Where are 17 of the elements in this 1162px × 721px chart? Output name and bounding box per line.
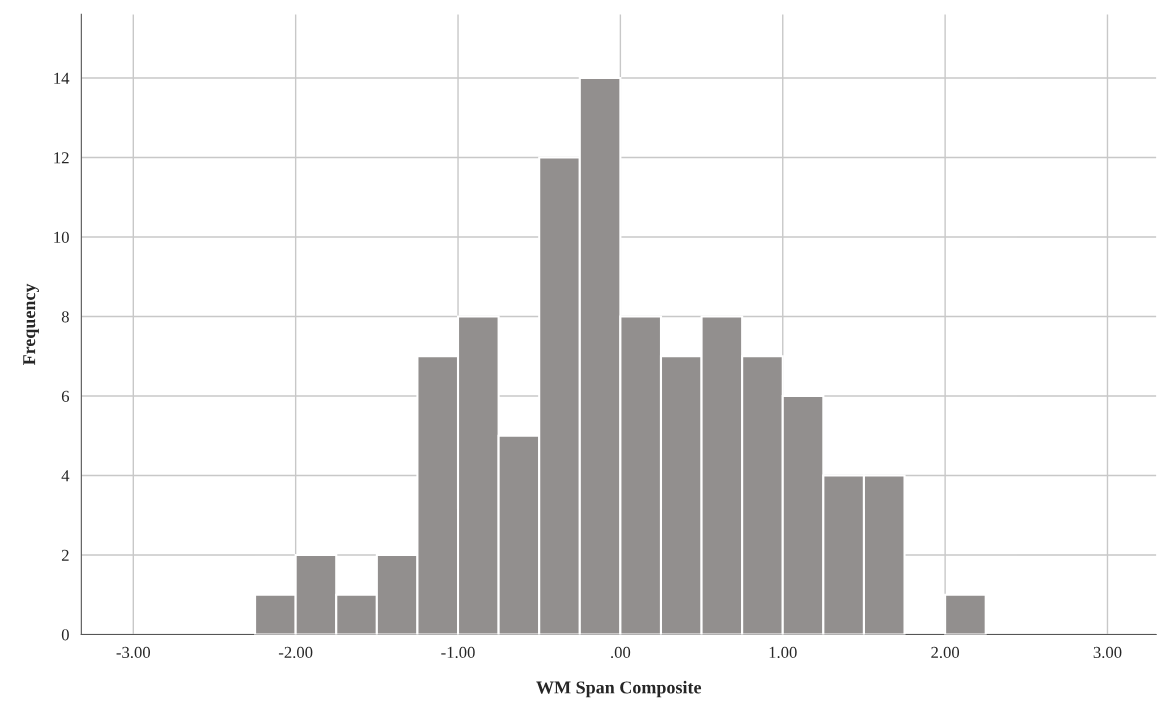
y-tick-label: 2 <box>61 549 69 561</box>
x-tick-label: -3.00 <box>116 646 151 659</box>
x-tick-label: 1.00 <box>769 646 797 659</box>
y-tick-label: 6 <box>61 390 70 402</box>
x-tick-label: -1.00 <box>441 646 475 659</box>
y-tick-label: 4 <box>61 470 70 482</box>
y-tick-label: 12 <box>54 152 69 164</box>
x-tick-label: 2.00 <box>931 646 960 659</box>
y-axis-title: Frequency <box>23 283 39 366</box>
y-tick-label: 0 <box>61 629 69 641</box>
x-tick-label: 3.00 <box>1093 646 1122 659</box>
y-tick-label: 8 <box>61 311 69 323</box>
x-tick-label: -2.00 <box>278 646 313 659</box>
x-tick-label: .00 <box>611 646 631 659</box>
y-tick-label: 14 <box>54 72 70 84</box>
x-axis-title: WM Span Composite <box>536 680 702 698</box>
y-tick-label: 10 <box>54 231 69 243</box>
